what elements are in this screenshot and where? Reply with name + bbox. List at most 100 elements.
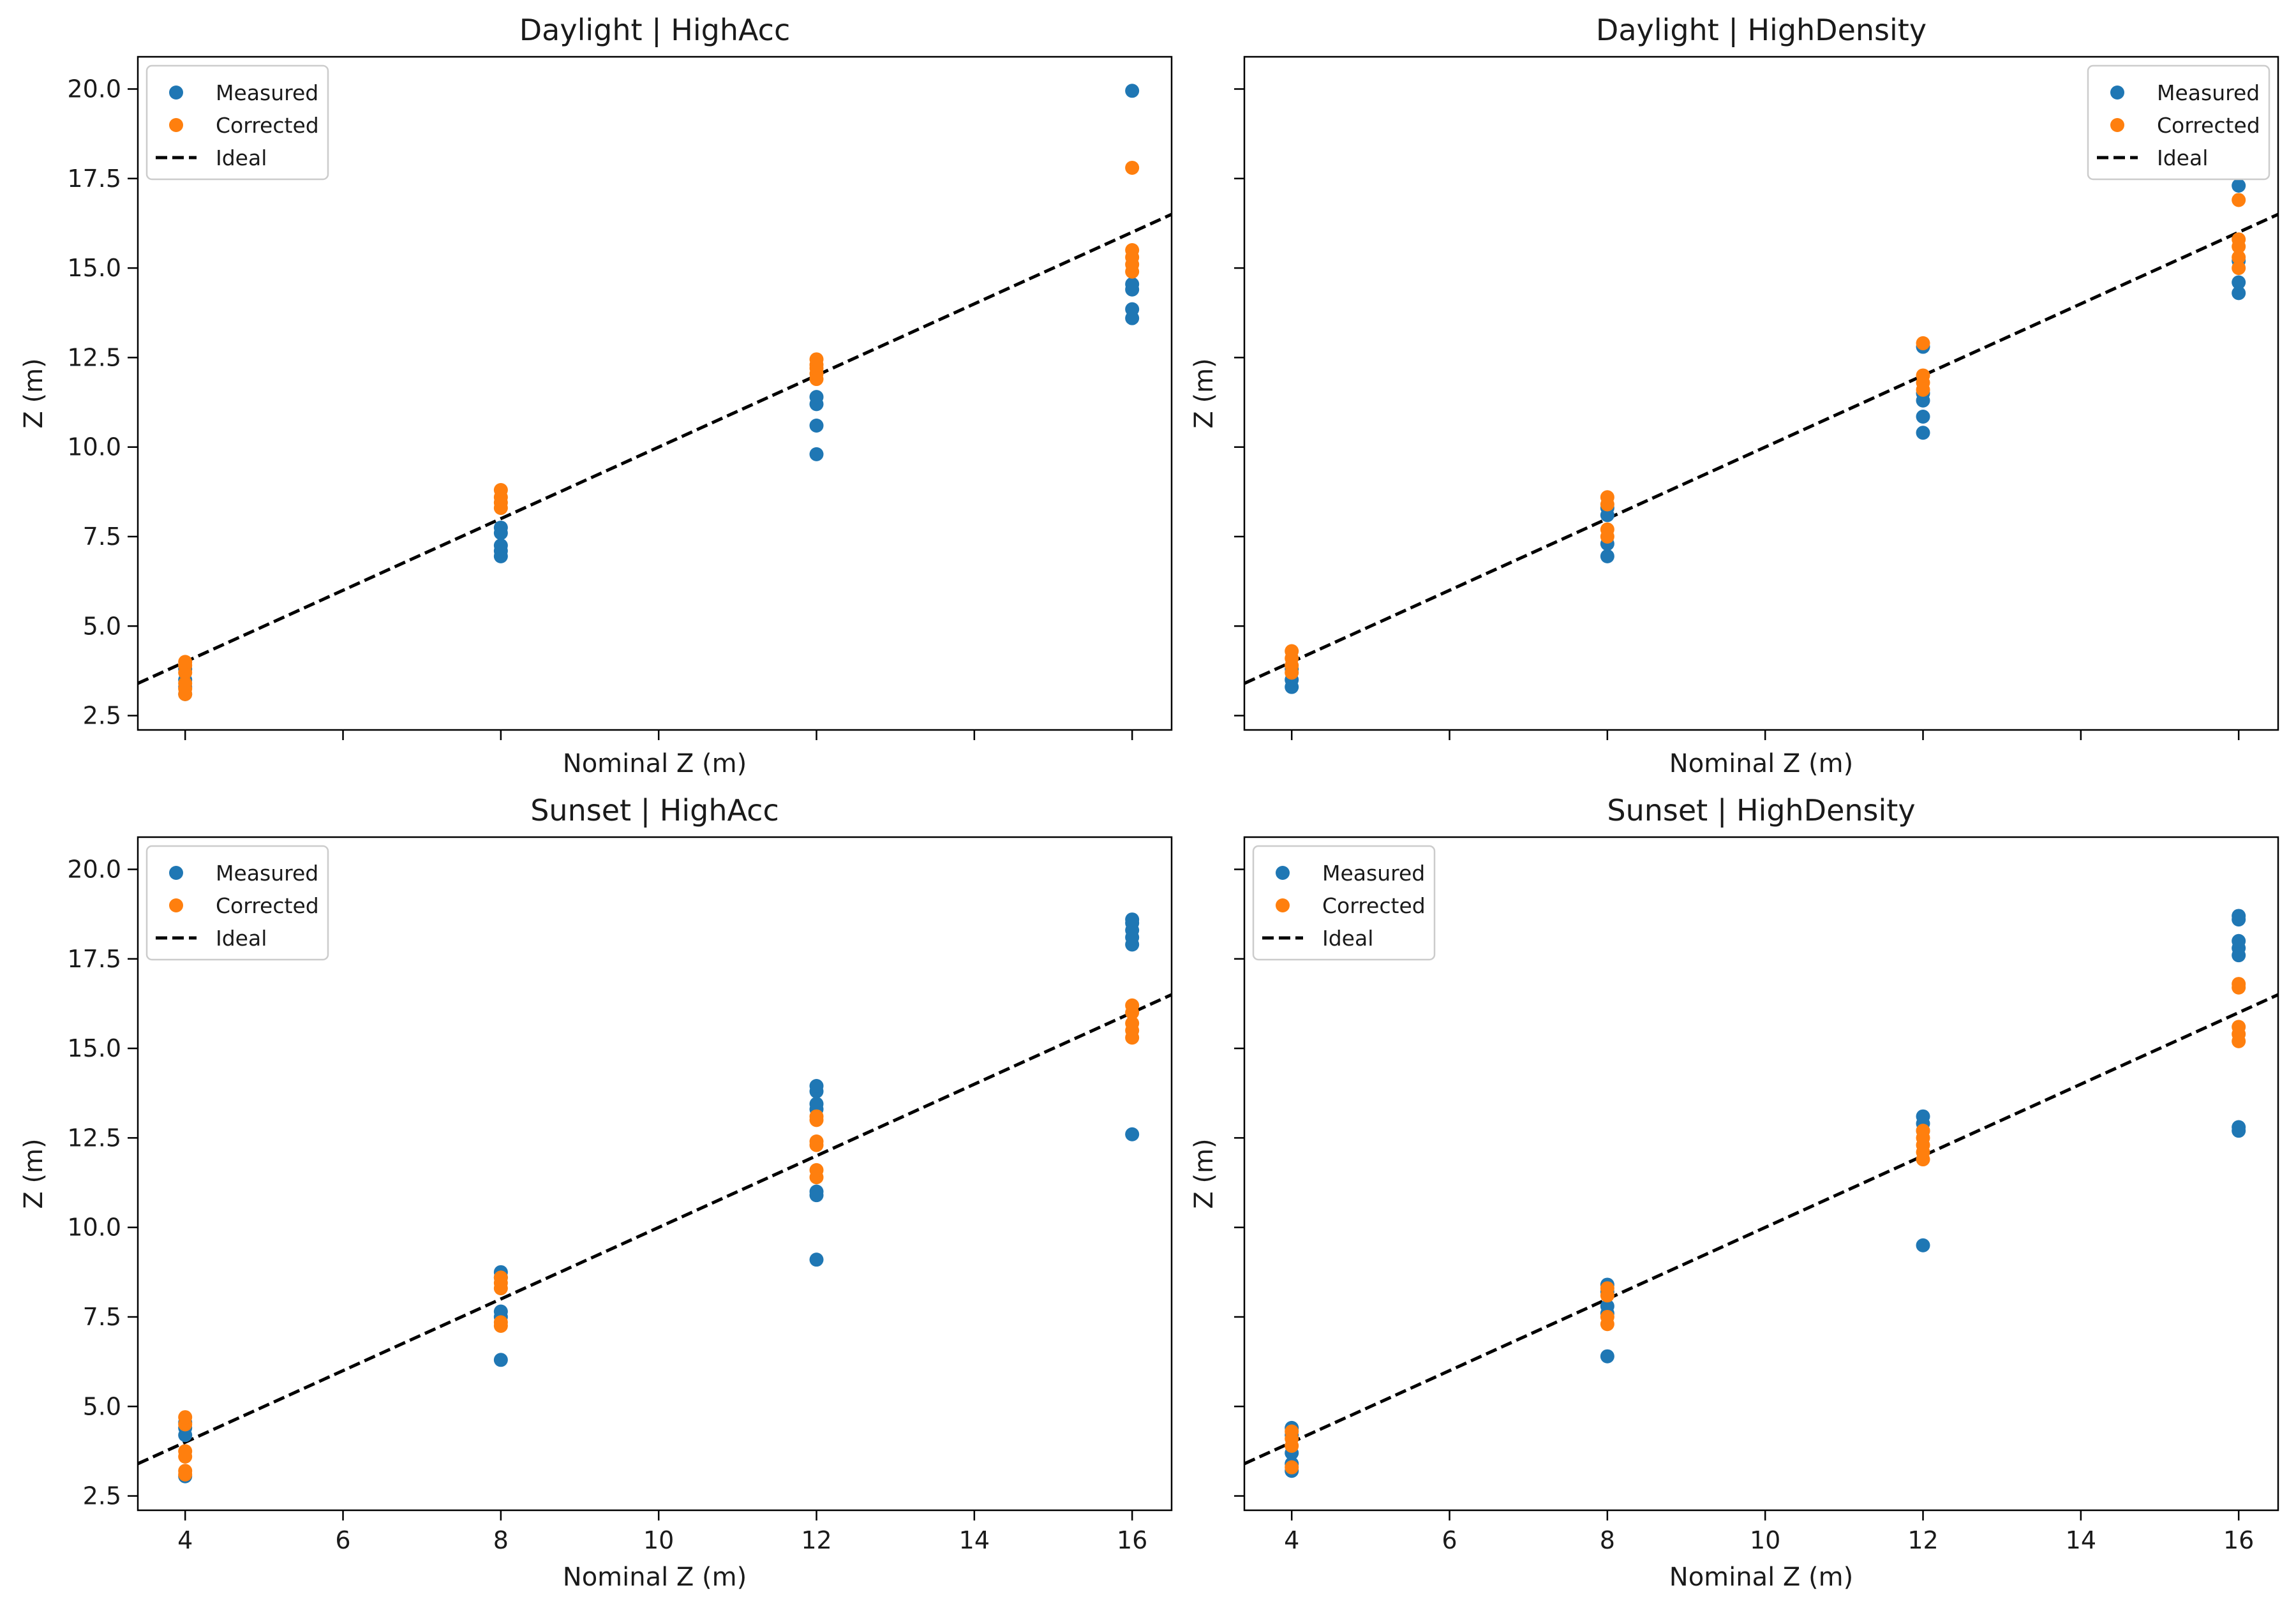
corrected-point: [1916, 368, 1930, 383]
x-tick-label: 16: [1117, 1526, 1147, 1554]
corrected-point: [2232, 250, 2246, 265]
x-tick-label: 14: [959, 1526, 990, 1554]
y-tick-label: 7.5: [83, 1303, 121, 1331]
measured-point: [1125, 302, 1140, 316]
y-tick-label: 5.0: [83, 1392, 121, 1420]
measured-point: [1600, 1299, 1614, 1314]
legend-label: Ideal: [216, 145, 267, 170]
plot-content: [138, 912, 1172, 1483]
corrected-point: [1125, 998, 1140, 1013]
x-tick-label: 4: [1284, 1526, 1299, 1554]
y-tick-label: 5.0: [83, 612, 121, 640]
corrected-point: [493, 1315, 508, 1330]
chart-title: Sunset | HighAcc: [530, 793, 779, 828]
legend-label: Corrected: [2157, 113, 2260, 138]
y-tick-label: 10.0: [67, 433, 121, 461]
legend-label: Corrected: [1322, 893, 1426, 918]
measured-point: [1600, 549, 1614, 563]
measured-point: [2232, 909, 2246, 923]
x-tick-label: 10: [1750, 1526, 1780, 1554]
y-tick-label: 2.5: [83, 1482, 121, 1510]
measured-point: [1125, 84, 1140, 98]
legend-label: Ideal: [216, 926, 267, 951]
measured-point: [1600, 1349, 1614, 1364]
x-axis-label: Nominal Z (m): [1669, 1563, 1853, 1592]
x-tick-label: 8: [493, 1526, 509, 1554]
legend-corrected-swatch: [2110, 118, 2124, 132]
measured-point: [809, 447, 824, 461]
measured-point: [493, 1353, 508, 1367]
measured-point: [1916, 1238, 1930, 1252]
corrected-point: [2232, 261, 2246, 276]
ideal-line: [1244, 993, 2278, 1466]
y-tick-label: 15.0: [67, 254, 121, 282]
y-tick-label: 12.5: [67, 343, 121, 371]
plot-frame: [1243, 836, 2279, 1512]
corrected-point: [1600, 490, 1614, 505]
y-axis-label: Z (m): [1189, 1138, 1219, 1208]
y-tick-label: 20.0: [67, 856, 121, 884]
chart-title: Sunset | HighDensity: [1607, 793, 1915, 828]
x-tick-label: 12: [1907, 1526, 1938, 1554]
legend-measured-swatch: [169, 866, 183, 880]
corrected-point: [1285, 1424, 1299, 1439]
corrected-point: [178, 655, 193, 669]
corrected-point: [1600, 522, 1614, 537]
y-tick-label: 20.0: [67, 75, 121, 103]
y-tick-label: 7.5: [83, 523, 121, 551]
measured-point: [493, 538, 508, 553]
legend-label: Measured: [1322, 861, 1425, 886]
y-axis-label: Z (m): [19, 358, 48, 428]
corrected-point: [1600, 1309, 1614, 1324]
legend-label: Corrected: [216, 893, 319, 918]
y-tick-label: 17.5: [67, 165, 121, 193]
corrected-point: [1916, 336, 1930, 350]
measured-point: [1125, 912, 1140, 927]
measured-point: [809, 1079, 824, 1094]
legend-corrected-swatch: [169, 898, 183, 912]
corrected-point: [1125, 1016, 1140, 1030]
measured-point: [2232, 933, 2246, 948]
measured-point: [493, 520, 508, 535]
corrected-point: [1600, 1281, 1614, 1296]
legend-label: Measured: [216, 861, 318, 886]
measured-point: [2232, 1120, 2246, 1134]
legend-measured-swatch: [169, 85, 183, 100]
chart-panel-1: Daylight | HighAcc 2.5 5.0 7.5 10.0 12.5 15.0 1…: [19, 13, 1173, 778]
x-tick-label: 10: [643, 1526, 674, 1554]
legend-corrected-swatch: [169, 118, 183, 132]
corrected-point: [2232, 977, 2246, 992]
measured-point: [809, 1097, 824, 1111]
legend-label: Ideal: [2157, 145, 2208, 170]
measured-point: [809, 419, 824, 433]
ideal-line: [138, 993, 1172, 1466]
corrected-point: [809, 1134, 824, 1148]
corrected-point: [178, 676, 193, 691]
measured-point: [1916, 426, 1930, 440]
legend-corrected-swatch: [1276, 898, 1290, 912]
measured-point: [2232, 179, 2246, 193]
corrected-point: [2232, 1020, 2246, 1034]
corrected-point: [1125, 243, 1140, 258]
corrected-point: [493, 483, 508, 498]
ideal-line: [138, 212, 1172, 685]
measured-point: [2232, 286, 2246, 301]
legend-label: Measured: [216, 80, 318, 105]
corrected-point: [1125, 160, 1140, 175]
legend-label: Ideal: [1322, 926, 1373, 951]
legend-label: Measured: [2157, 80, 2260, 105]
x-axis-label: Nominal Z (m): [1669, 749, 1853, 778]
legend-box: [2087, 64, 2270, 181]
x-axis-label: Nominal Z (m): [563, 1563, 747, 1592]
corrected-point: [1916, 1124, 1930, 1138]
legend: Measured Corrected Ideal: [2087, 64, 2270, 181]
measured-point: [1916, 409, 1930, 424]
corrected-point: [493, 1270, 508, 1285]
corrected-point: [809, 1109, 824, 1124]
corrected-point: [809, 352, 824, 367]
measured-point: [809, 1252, 824, 1267]
legend-box: [145, 845, 329, 961]
y-tick-label: 12.5: [67, 1124, 121, 1152]
measured-point: [1125, 1127, 1140, 1141]
